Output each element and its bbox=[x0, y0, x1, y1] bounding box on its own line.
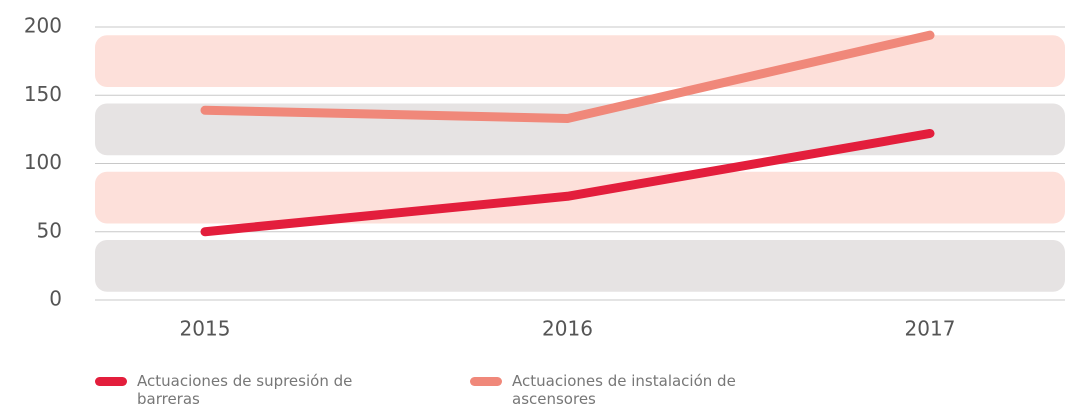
series-line bbox=[200, 128, 935, 237]
x-tick-label: 2016 bbox=[542, 317, 593, 341]
band bbox=[95, 35, 1065, 88]
x-tick-label: 2017 bbox=[905, 317, 956, 341]
legend-label: Actuaciones de supresión de barreras bbox=[137, 372, 353, 408]
legend-item: Actuaciones de supresión de barreras bbox=[95, 372, 397, 408]
y-tick-label: 0 bbox=[49, 287, 62, 311]
band bbox=[95, 239, 1065, 292]
legend-label: Actuaciones de instalación de ascensores bbox=[512, 372, 736, 408]
x-tick-label: 2015 bbox=[180, 317, 231, 341]
legend-swatch bbox=[470, 377, 502, 386]
plot: 0 50 100 150 200 2015 2016 2017 bbox=[24, 14, 1065, 341]
y-tick-label: 50 bbox=[37, 218, 62, 242]
y-tick-label: 200 bbox=[24, 14, 62, 38]
legend-swatch bbox=[95, 377, 127, 386]
y-tick-label: 100 bbox=[24, 150, 62, 174]
bands bbox=[95, 35, 1065, 292]
y-tick-label: 150 bbox=[24, 82, 62, 106]
legend-item: Actuaciones de instalación de ascensores bbox=[470, 372, 772, 408]
series-line bbox=[200, 30, 935, 123]
